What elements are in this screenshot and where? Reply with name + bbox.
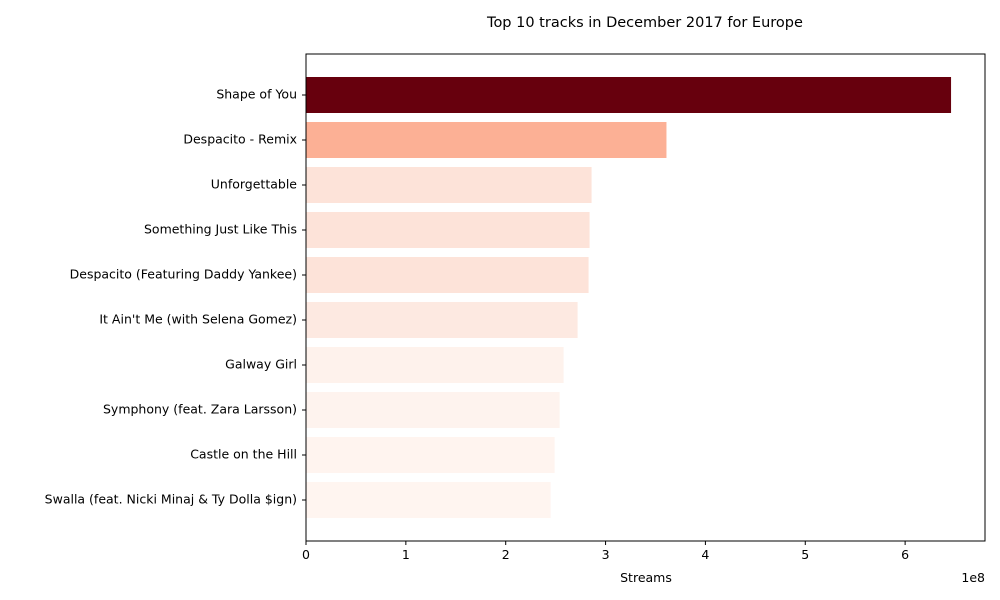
x-tick-label: 1 bbox=[402, 547, 410, 562]
y-tick-label: Despacito - Remix bbox=[183, 132, 297, 147]
x-tick-label: 6 bbox=[901, 547, 909, 562]
bar bbox=[306, 257, 589, 293]
plot-frame bbox=[305, 53, 986, 542]
y-tick-label: Symphony (feat. Zara Larsson) bbox=[103, 402, 297, 417]
y-tick-label: Castle on the Hill bbox=[190, 447, 297, 462]
bars-group bbox=[306, 77, 952, 518]
y-tick-label: Unforgettable bbox=[211, 177, 298, 192]
x-tick-label: 0 bbox=[302, 547, 310, 562]
bar bbox=[306, 212, 590, 248]
y-tick-label: Shape of You bbox=[216, 87, 297, 102]
bar bbox=[306, 482, 551, 518]
y-tick-label: It Ain't Me (with Selena Gomez) bbox=[99, 312, 297, 327]
bar bbox=[306, 347, 564, 383]
bar bbox=[306, 392, 560, 428]
x-tick-label: 5 bbox=[801, 547, 809, 562]
bar bbox=[306, 302, 578, 338]
y-tick-label: Swalla (feat. Nicki Minaj & Ty Dolla $ig… bbox=[45, 492, 297, 507]
x-axis-label: Streams bbox=[620, 570, 672, 585]
chart-title: Top 10 tracks in December 2017 for Europ… bbox=[486, 15, 803, 31]
x-axis-scale-label: 1e8 bbox=[961, 570, 985, 585]
x-tick-label: 4 bbox=[701, 547, 709, 562]
x-axis-ticks: 0 1 2 3 4 5 6 bbox=[302, 541, 909, 562]
y-axis-ticks: Shape of You Despacito - Remix Unforgettab… bbox=[45, 87, 306, 507]
bar bbox=[306, 77, 952, 113]
bar bbox=[306, 167, 592, 203]
x-tick-label: 3 bbox=[602, 547, 610, 562]
x-tick-label: 2 bbox=[502, 547, 510, 562]
y-tick-label: Galway Girl bbox=[225, 357, 297, 372]
y-tick-label: Despacito (Featuring Daddy Yankee) bbox=[70, 267, 297, 282]
y-tick-label: Something Just Like This bbox=[144, 222, 297, 237]
bar bbox=[306, 437, 555, 473]
bar bbox=[306, 122, 667, 158]
